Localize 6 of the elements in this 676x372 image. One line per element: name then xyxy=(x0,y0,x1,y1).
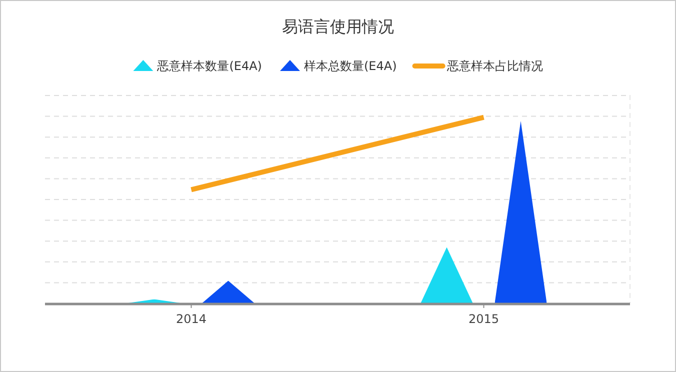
legend-label: 恶意样本数量(E4A) xyxy=(156,59,262,73)
legend-label: 恶意样本占比情况 xyxy=(446,59,543,73)
x-tick-label: 2015 xyxy=(468,312,500,326)
legend-label: 样本总数量(E4A) xyxy=(304,59,397,73)
chart-title: 易语言使用情况 xyxy=(282,17,394,36)
x-tick-label: 2014 xyxy=(176,312,207,326)
